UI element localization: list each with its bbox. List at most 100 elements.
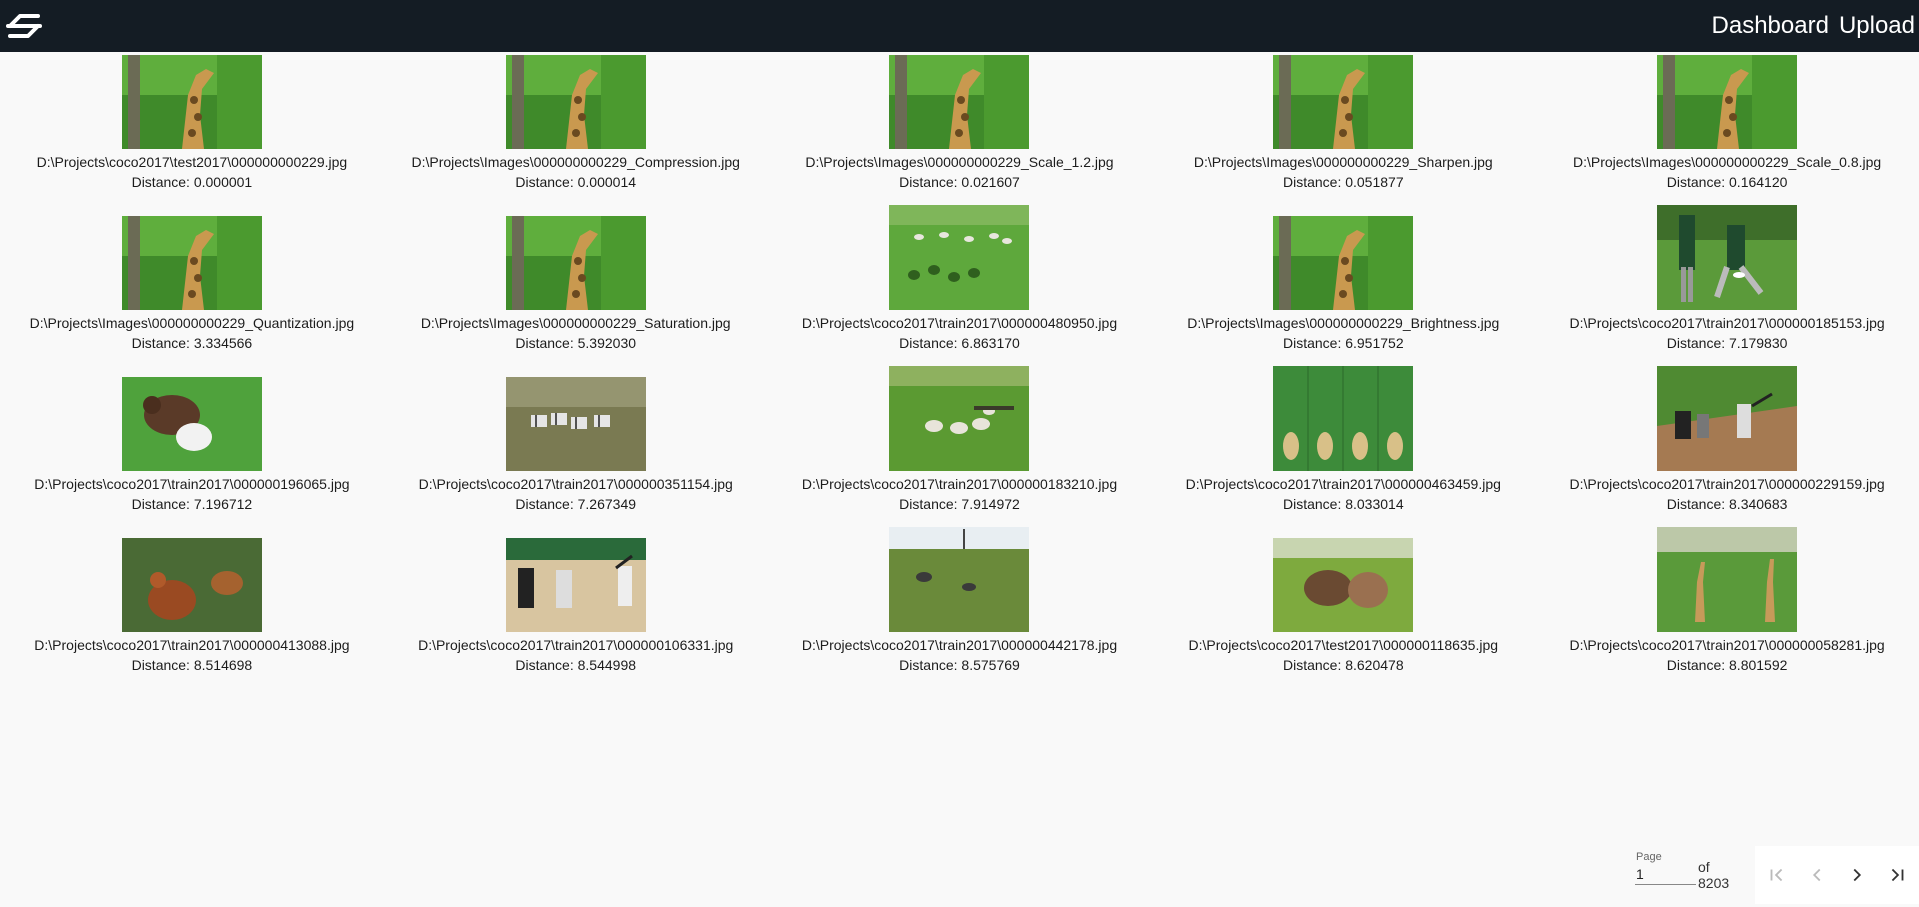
- result-distance: Distance: 7.914972: [899, 496, 1020, 512]
- flow-logo-icon-svg: [6, 14, 42, 38]
- result-card: D:\Projects\Images\000000000229_Saturati…: [384, 192, 768, 353]
- result-file-path: D:\Projects\coco2017\train2017\000000106…: [418, 637, 734, 653]
- result-card: D:\Projects\coco2017\train2017\000000106…: [384, 514, 768, 675]
- result-card: D:\Projects\Images\000000000229_Brightne…: [1151, 192, 1535, 353]
- result-card: D:\Projects\coco2017\train2017\000000183…: [768, 353, 1152, 514]
- result-file-path: D:\Projects\coco2017\train2017\000000185…: [1569, 315, 1885, 331]
- nav-dashboard-link[interactable]: Dashboard: [1711, 12, 1829, 39]
- result-distance: Distance: 7.267349: [515, 496, 637, 512]
- result-thumbnail[interactable]: [1273, 538, 1414, 632]
- last-page-button[interactable]: [1877, 855, 1917, 895]
- next-page-button[interactable]: [1837, 855, 1877, 895]
- result-distance: Distance: 8.575769: [899, 657, 1020, 673]
- page-count-text: of 8203: [1698, 859, 1730, 891]
- result-file-path: D:\Projects\coco2017\train2017\000000463…: [1185, 476, 1501, 492]
- result-file-path: D:\Projects\coco2017\train2017\000000413…: [34, 637, 350, 653]
- pager-buttons: [1755, 846, 1919, 904]
- result-distance: Distance: 5.392030: [515, 335, 637, 351]
- result-file-path: D:\Projects\Images\000000000229_Scale_0.…: [1572, 154, 1882, 170]
- result-distance: Distance: 0.021607: [899, 174, 1020, 190]
- result-file-path: D:\Projects\Images\000000000229_Scale_1.…: [805, 154, 1114, 170]
- result-distance: Distance: 0.051877: [1282, 174, 1404, 190]
- result-file-path: D:\Projects\coco2017\train2017\000000183…: [801, 476, 1118, 492]
- result-thumbnail[interactable]: [1657, 527, 1798, 632]
- result-thumbnail[interactable]: [1657, 205, 1798, 310]
- top-toolbar: Dashboard Upload: [0, 0, 1919, 52]
- result-distance: Distance: 3.334566: [131, 335, 253, 351]
- result-file-path: D:\Projects\Images\000000000229_Compress…: [411, 154, 740, 170]
- result-distance: Distance: 0.000001: [131, 174, 253, 190]
- result-card: D:\Projects\coco2017\train2017\000000463…: [1151, 353, 1535, 514]
- result-card: D:\Projects\Images\000000000229_Quantiza…: [0, 192, 384, 353]
- first-page-icon: [1770, 868, 1783, 882]
- result-card: D:\Projects\coco2017\train2017\000000351…: [384, 353, 768, 514]
- result-card: D:\Projects\coco2017\train2017\000000229…: [1535, 353, 1919, 514]
- result-thumbnail[interactable]: [505, 55, 646, 149]
- result-card: D:\Projects\coco2017\train2017\000000413…: [0, 514, 384, 675]
- result-thumbnail[interactable]: [121, 538, 262, 632]
- result-distance: Distance: 8.514698: [131, 657, 253, 673]
- result-card: D:\Projects\coco2017\train2017\000000196…: [0, 353, 384, 514]
- result-file-path: D:\Projects\Images\000000000229_Sharpen.…: [1193, 154, 1493, 170]
- result-file-path: D:\Projects\coco2017\train2017\000000442…: [801, 637, 1118, 653]
- result-card: D:\Projects\coco2017\test2017\0000000002…: [0, 52, 384, 192]
- result-distance: Distance: 6.951752: [1282, 335, 1404, 351]
- result-thumbnail[interactable]: [505, 216, 646, 310]
- result-thumbnail[interactable]: [1657, 366, 1798, 471]
- previous-page-button[interactable]: [1797, 855, 1837, 895]
- result-thumbnail[interactable]: [505, 538, 646, 632]
- result-file-path: D:\Projects\coco2017\train2017\000000229…: [1569, 476, 1885, 492]
- result-file-path: D:\Projects\coco2017\train2017\000000196…: [34, 476, 350, 492]
- result-thumbnail[interactable]: [505, 377, 646, 471]
- result-distance: Distance: 8.801592: [1666, 657, 1788, 673]
- result-file-path: D:\Projects\coco2017\train2017\000000058…: [1569, 637, 1885, 653]
- result-file-path: D:\Projects\coco2017\train2017\000000351…: [418, 476, 733, 492]
- flow-logo-icon[interactable]: [0, 2, 48, 50]
- result-thumbnail[interactable]: [121, 55, 262, 149]
- result-thumbnail[interactable]: [1273, 366, 1414, 471]
- result-file-path: D:\Projects\coco2017\train2017\000000480…: [801, 315, 1118, 331]
- main-nav: Dashboard Upload: [1702, 12, 1915, 40]
- result-distance: Distance: 0.000014: [515, 174, 637, 190]
- result-file-path: D:\Projects\Images\000000000229_Brightne…: [1187, 315, 1500, 331]
- result-card: D:\Projects\Images\000000000229_Scale_0.…: [1535, 52, 1919, 192]
- first-page-button[interactable]: [1757, 855, 1797, 895]
- paginator: Page of 8203: [1635, 846, 1919, 904]
- result-card: D:\Projects\coco2017\train2017\000000442…: [768, 514, 1152, 675]
- results-grid: D:\Projects\coco2017\test2017\0000000002…: [0, 52, 1919, 675]
- result-distance: Distance: 7.179830: [1666, 335, 1788, 351]
- result-distance: Distance: 8.033014: [1282, 496, 1404, 512]
- result-file-path: D:\Projects\Images\000000000229_Quantiza…: [29, 315, 355, 331]
- result-thumbnail[interactable]: [1657, 55, 1798, 149]
- chevron-left-icon: [1812, 868, 1821, 882]
- result-card: D:\Projects\coco2017\train2017\000000480…: [768, 192, 1152, 353]
- result-card: D:\Projects\Images\000000000229_Scale_1.…: [768, 52, 1152, 192]
- result-card: D:\Projects\coco2017\test2017\0000001186…: [1151, 514, 1535, 675]
- result-file-path: D:\Projects\Images\000000000229_Saturati…: [420, 315, 731, 331]
- page-label: Page: [1636, 850, 1662, 863]
- result-distance: Distance: 8.620478: [1282, 657, 1404, 673]
- page-input[interactable]: [1635, 865, 1696, 885]
- result-distance: Distance: 0.164120: [1666, 174, 1788, 190]
- result-card: D:\Projects\Images\000000000229_Compress…: [384, 52, 768, 192]
- result-card: D:\Projects\coco2017\train2017\000000185…: [1535, 192, 1919, 353]
- result-thumbnail[interactable]: [889, 205, 1030, 310]
- chevron-right-icon: [1853, 868, 1862, 882]
- result-distance: Distance: 8.544998: [515, 657, 637, 673]
- result-distance: Distance: 7.196712: [131, 496, 253, 512]
- result-thumbnail[interactable]: [889, 527, 1030, 632]
- nav-upload-link[interactable]: Upload: [1838, 12, 1915, 39]
- result-thumbnail[interactable]: [889, 366, 1030, 471]
- result-distance: Distance: 6.863170: [899, 335, 1020, 351]
- result-thumbnail[interactable]: [889, 55, 1030, 149]
- result-thumbnail[interactable]: [121, 377, 262, 471]
- result-file-path: D:\Projects\coco2017\test2017\0000000002…: [36, 154, 348, 170]
- result-file-path: D:\Projects\coco2017\test2017\0000001186…: [1188, 637, 1499, 653]
- page-field: Page: [1635, 851, 1696, 885]
- last-page-icon: [1891, 868, 1904, 882]
- result-card: D:\Projects\coco2017\train2017\000000058…: [1535, 514, 1919, 675]
- result-thumbnail[interactable]: [1273, 55, 1414, 149]
- result-thumbnail[interactable]: [1273, 216, 1414, 310]
- result-card: D:\Projects\Images\000000000229_Sharpen.…: [1151, 52, 1535, 192]
- result-thumbnail[interactable]: [121, 216, 262, 310]
